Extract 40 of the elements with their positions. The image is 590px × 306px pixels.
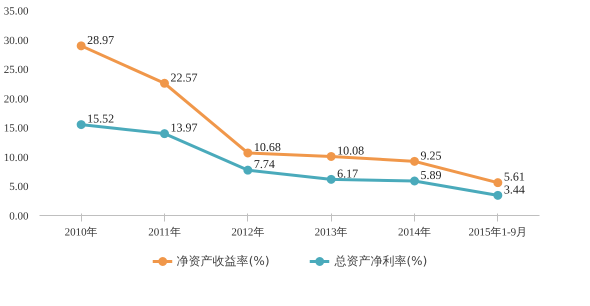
y-tick-label: 30.00 bbox=[4, 34, 29, 47]
x-tick-label: 2010年 bbox=[64, 226, 98, 238]
point bbox=[493, 190, 502, 200]
point bbox=[326, 152, 336, 161]
point bbox=[160, 129, 169, 138]
data-label: 10.68 bbox=[254, 140, 281, 154]
point bbox=[410, 156, 419, 166]
point bbox=[243, 148, 252, 158]
point bbox=[76, 41, 86, 50]
y-tick-label: 15.00 bbox=[4, 122, 29, 135]
y-tick-label: 20.00 bbox=[4, 93, 29, 106]
data-label: 28.97 bbox=[87, 32, 114, 47]
data-label: 22.57 bbox=[170, 70, 198, 84]
data-label: 5.61 bbox=[504, 170, 525, 184]
point bbox=[493, 178, 502, 188]
y-tick-label: 5.00 bbox=[9, 181, 29, 194]
data-label: 3.44 bbox=[504, 182, 525, 196]
point bbox=[410, 176, 419, 186]
data-label: 13.97 bbox=[170, 120, 198, 135]
data-label: 7.74 bbox=[254, 157, 275, 172]
x-tick-label: 2014年 bbox=[398, 226, 431, 238]
x-tick-label: 2012年 bbox=[231, 226, 264, 238]
y-tick-label: 25.00 bbox=[4, 64, 29, 76]
point bbox=[76, 120, 86, 130]
legend-label: 总资产净利率(%) bbox=[334, 252, 428, 270]
y-tick-label: 0.00 bbox=[9, 210, 29, 222]
y-tick-label: 35.00 bbox=[4, 6, 29, 18]
x-tick-label: 2011年 bbox=[148, 226, 181, 238]
point bbox=[326, 174, 336, 184]
point bbox=[243, 166, 252, 175]
y-tick-label: 10.00 bbox=[4, 152, 29, 164]
x-tick-label: 2013年 bbox=[314, 226, 348, 238]
data-label: 6.17 bbox=[337, 166, 358, 180]
data-label: 9.25 bbox=[420, 148, 442, 162]
x-tick-label: 2015年1-9月 bbox=[468, 226, 528, 238]
point bbox=[160, 78, 169, 88]
legend-label: 净资产收益率(%) bbox=[176, 252, 270, 270]
data-label: 5.89 bbox=[420, 168, 442, 182]
data-label: 10.08 bbox=[337, 143, 364, 158]
data-label: 15.52 bbox=[87, 112, 114, 126]
